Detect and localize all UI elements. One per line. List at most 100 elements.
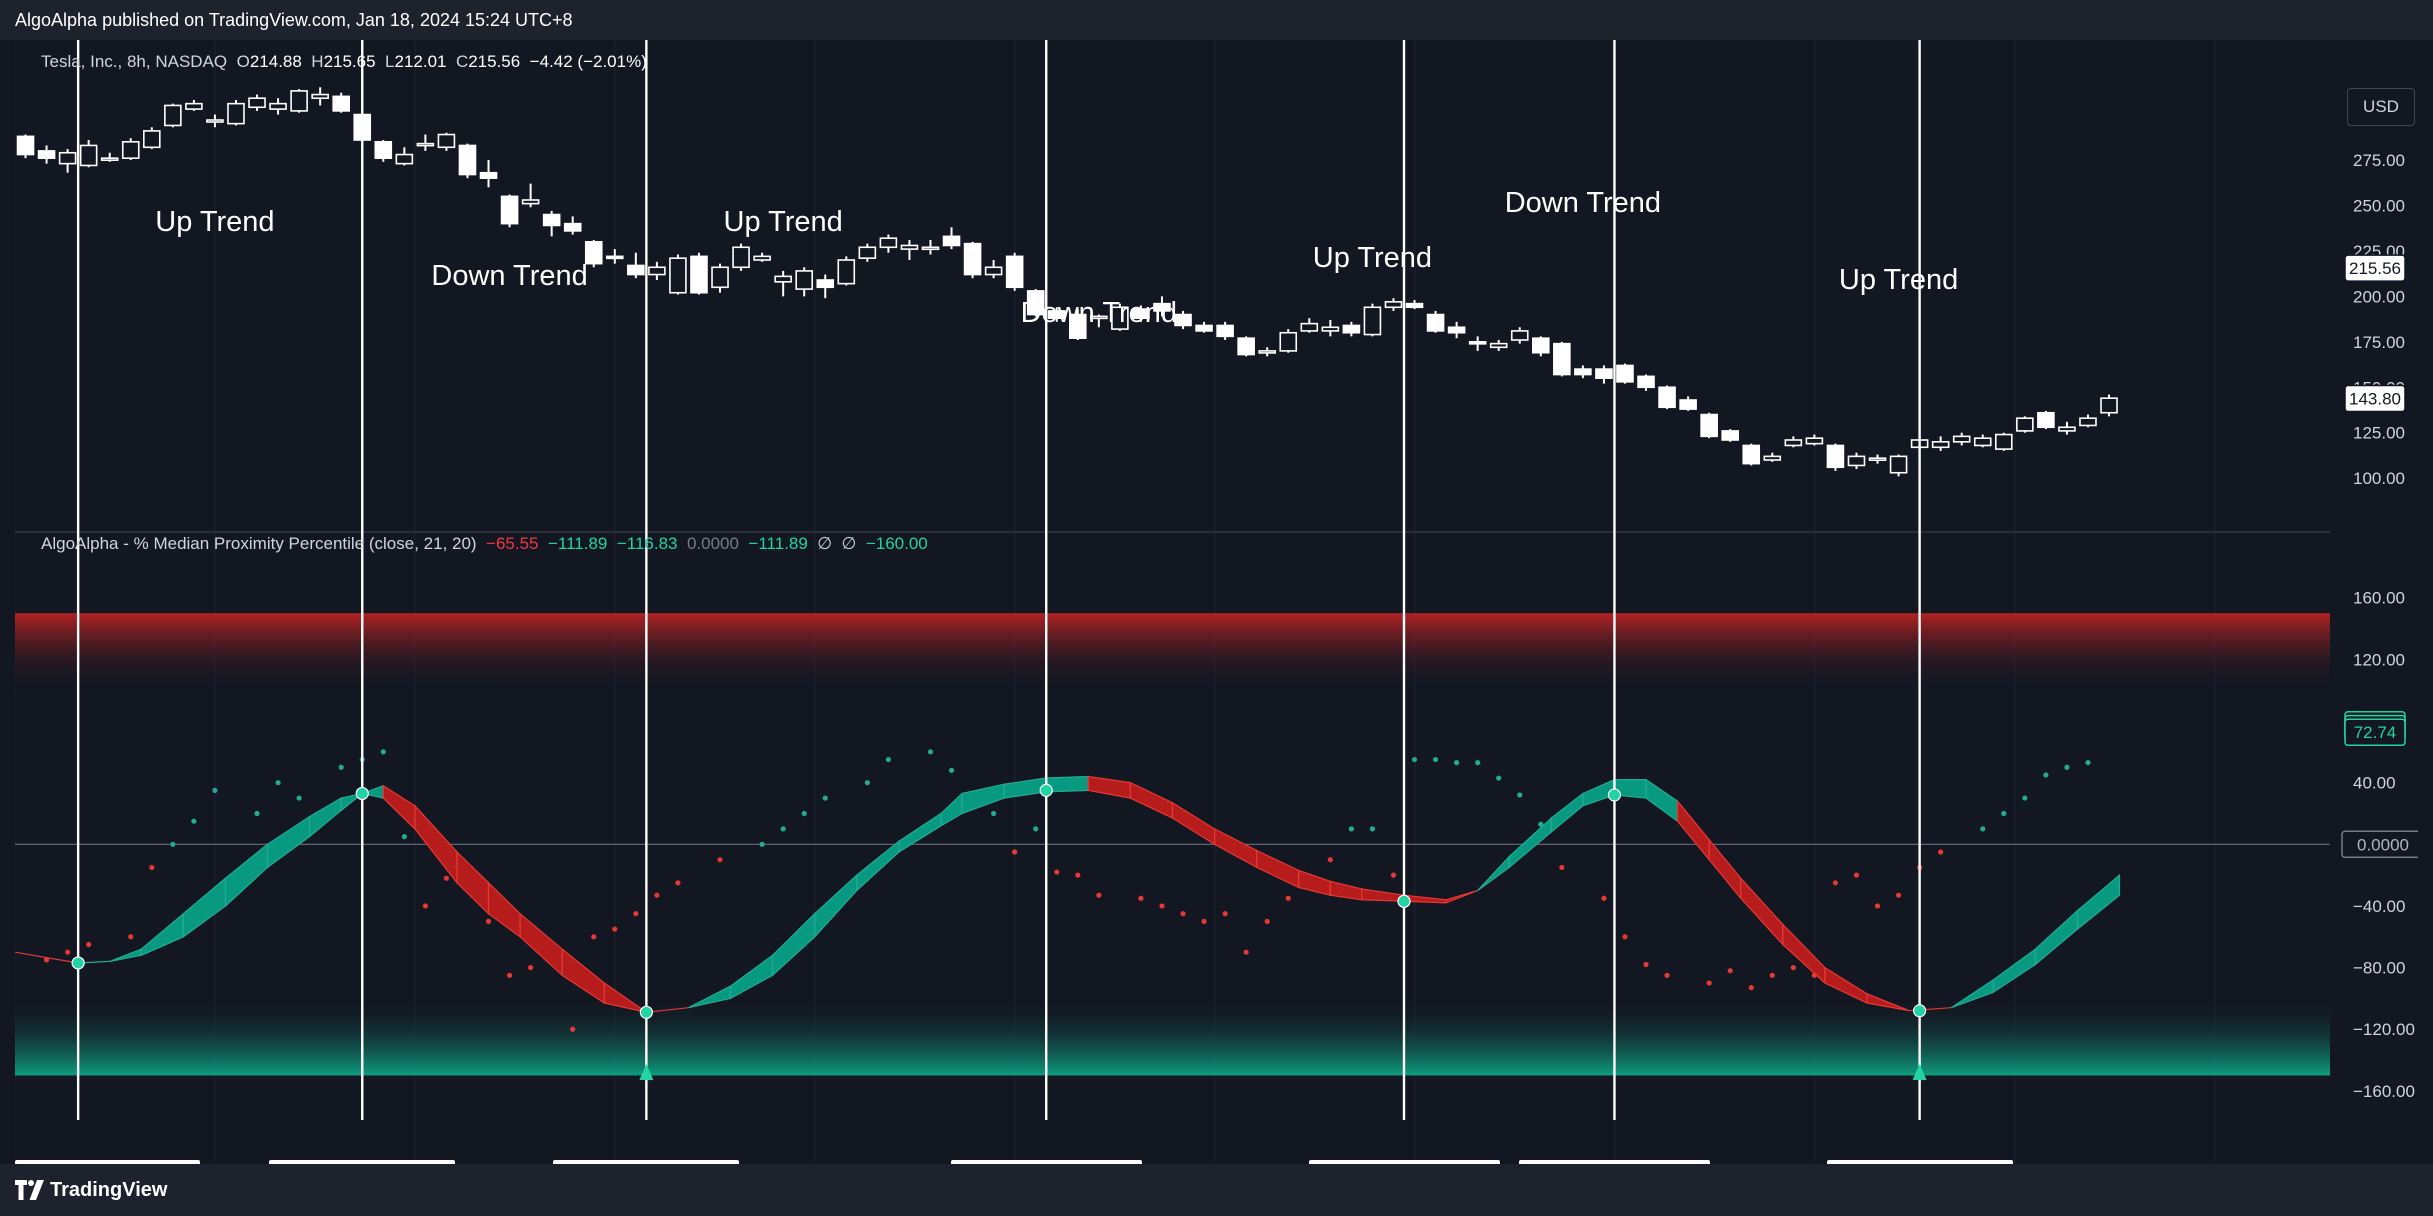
candle [837, 256, 856, 286]
candle [1363, 303, 1382, 337]
candle-body [1405, 302, 1424, 309]
candle [584, 240, 603, 268]
tradingview-logo-icon [15, 1180, 44, 1200]
median-dot [65, 949, 71, 955]
indicator-value-label: 72.74 [2344, 718, 2406, 746]
candle [227, 100, 245, 126]
candle [2058, 421, 2076, 435]
median-dot [1853, 872, 1860, 878]
candle [963, 241, 982, 279]
median-dot [591, 934, 597, 940]
open-value: 214.88 [249, 52, 302, 71]
candle-body [1468, 341, 1487, 345]
candle [1426, 310, 1445, 333]
candle [1616, 363, 1634, 384]
candle-body [711, 266, 729, 289]
candle [437, 132, 456, 151]
candle-body [1195, 324, 1213, 332]
candle [1679, 396, 1697, 411]
ribbon-segment [1550, 792, 1584, 834]
chart-frame[interactable]: 300.00275.00250.00225.00200.00175.00150.… [15, 40, 2418, 1196]
candle [206, 114, 224, 128]
label-text: 215.56 [2349, 259, 2401, 278]
pivot-dot [639, 1005, 653, 1019]
median-dot [927, 749, 934, 755]
indicator-value-6: ∅ [817, 534, 833, 553]
candle [58, 149, 77, 173]
candle [1005, 252, 1024, 291]
ribbon-segment [2034, 909, 2079, 966]
candle [858, 243, 877, 262]
trend-label: Up Trend [723, 205, 843, 238]
median-dot [675, 880, 681, 886]
candle-body [2016, 417, 2034, 432]
label-box [2344, 384, 2406, 413]
candle-body [416, 142, 435, 147]
candle-body [1447, 326, 1466, 334]
ribbon-segment [1824, 966, 1868, 1004]
median-dot [422, 903, 428, 909]
candle [1132, 305, 1150, 322]
ribbon-segment [856, 839, 900, 892]
median-dot [1475, 760, 1481, 766]
median-dot [1832, 880, 1839, 886]
candle [121, 138, 140, 160]
ribbon-segment [814, 873, 858, 939]
pivot-dot [1607, 788, 1622, 802]
ribbon-segment [1256, 849, 1300, 889]
high-label: H [311, 52, 324, 71]
candle-body [1889, 455, 1908, 474]
candle-body [1658, 386, 1676, 409]
candle [1931, 436, 1950, 451]
candle [1826, 443, 1845, 471]
median-dot [654, 892, 660, 898]
candle [374, 140, 393, 162]
candle-body [1826, 444, 1845, 469]
candle-body [395, 153, 414, 165]
candle [816, 274, 835, 299]
close-value: 215.56 [468, 52, 521, 71]
ribbon-segment [519, 912, 563, 977]
candle-body [1363, 306, 1382, 336]
indicator-name: AlgoAlpha - % Median Proximity Percentil… [41, 534, 477, 553]
candle-body [1616, 364, 1634, 383]
candle-body [605, 255, 624, 260]
median-dot [1643, 961, 1649, 968]
chart-canvas[interactable]: 300.00275.00250.00225.00200.00175.00150.… [15, 40, 2418, 1164]
candle [100, 152, 119, 162]
label-box [2341, 830, 2418, 859]
candle [1784, 436, 1803, 448]
currency-button[interactable]: USD [2347, 88, 2415, 126]
median-dot [1748, 985, 1754, 991]
pivot-dot [1039, 783, 1053, 797]
close-label: C [455, 52, 469, 71]
median-dot [1411, 756, 1418, 763]
median-dot [128, 934, 134, 940]
ribbon-segment [140, 912, 184, 957]
candle [1847, 452, 1866, 470]
median-dot [1138, 895, 1144, 901]
candle-body [185, 102, 203, 110]
candle-body [458, 144, 477, 176]
candle-body [942, 235, 961, 247]
candle-body [1279, 331, 1298, 352]
median-dot [759, 841, 765, 847]
median-dot [1895, 892, 1902, 898]
median-dot [1096, 892, 1102, 898]
candle [1952, 432, 1971, 446]
median-dot [254, 810, 260, 817]
price-tick-label: 100.00 [2353, 469, 2405, 488]
candle-body [248, 97, 266, 109]
candle-body [1510, 330, 1529, 341]
price-tick-label: 175.00 [2353, 333, 2405, 352]
candle-body [1595, 368, 1613, 379]
ribbon-segment [1508, 816, 1552, 869]
ribbon-segment [1298, 869, 1331, 896]
open-label: O [236, 52, 250, 71]
pivot-markers [71, 783, 1927, 1080]
candle-body [269, 102, 287, 110]
candle-body [563, 222, 582, 232]
candle-body [1994, 433, 2013, 450]
median-dot [86, 941, 92, 948]
candle-body [837, 259, 856, 285]
